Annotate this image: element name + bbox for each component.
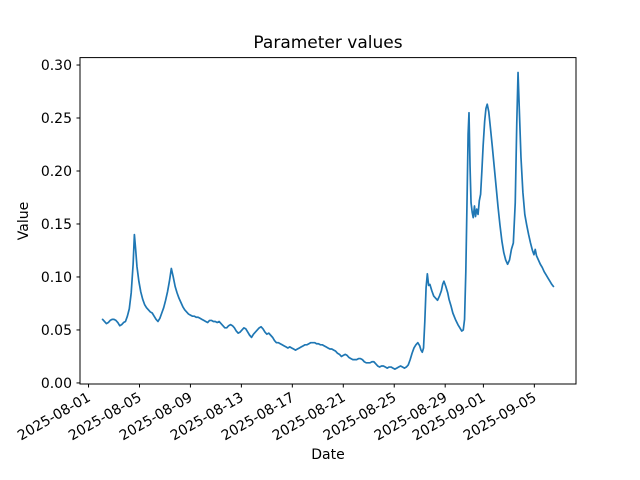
y-tick-label: 0.00 <box>41 376 72 392</box>
y-axis-ticks: 0.00 0.05 0.10 0.15 0.20 0.25 0.30 <box>41 58 80 392</box>
y-tick-label: 0.15 <box>41 217 72 233</box>
x-axis-label: Date <box>311 447 344 463</box>
y-axis-label: Value <box>16 202 32 240</box>
y-tick-label: 0.20 <box>41 164 72 180</box>
y-tick-label: 0.25 <box>41 111 72 127</box>
y-tick-label: 0.30 <box>41 58 72 74</box>
y-tick-label: 0.05 <box>41 323 72 339</box>
parameter-value-line <box>101 71 555 371</box>
x-axis-ticks: 2025-08-012025-08-052025-08-092025-08-13… <box>15 384 539 444</box>
chart-title: Parameter values <box>253 33 402 53</box>
plot-area-border <box>79 57 577 385</box>
y-tick-label: 0.10 <box>41 270 72 286</box>
